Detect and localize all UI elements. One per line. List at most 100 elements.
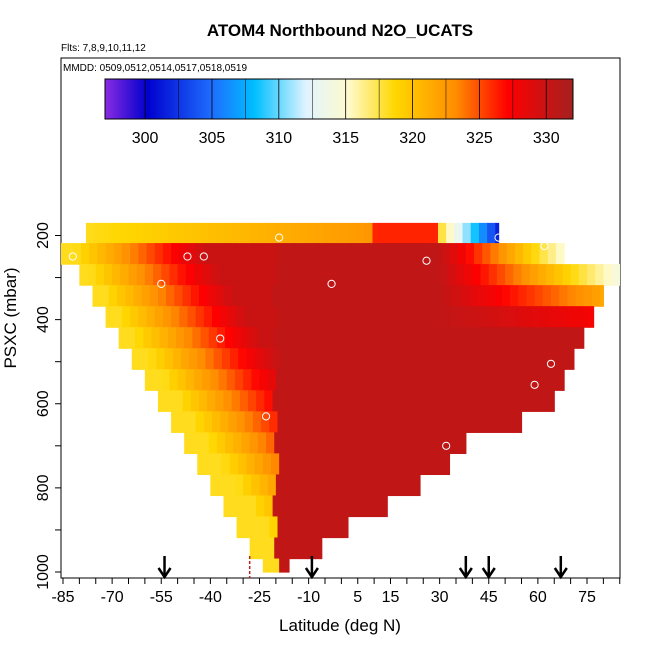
heatmap-cell xyxy=(328,348,338,370)
heatmap-cell xyxy=(518,285,528,307)
heatmap-cell xyxy=(334,306,344,328)
heatmap-cell xyxy=(393,348,403,370)
heatmap-cell xyxy=(365,369,375,391)
heatmap-cell xyxy=(241,327,251,349)
heatmap-cell xyxy=(277,243,287,265)
heatmap-cell xyxy=(185,264,195,286)
heatmap-cell xyxy=(202,264,211,286)
heatmap-cell xyxy=(343,243,352,265)
heatmap-cell xyxy=(225,432,234,454)
heatmap-cell xyxy=(442,348,452,370)
heatmap-cell xyxy=(387,285,397,307)
heatmap-cell xyxy=(419,390,429,412)
heatmap-cell xyxy=(234,474,244,497)
heatmap-cell xyxy=(385,453,395,476)
heatmap-cell xyxy=(333,369,342,391)
heatmap-cell xyxy=(325,474,334,497)
heatmap-cell xyxy=(405,432,415,454)
heatmap-cell xyxy=(583,285,593,307)
heatmap-cell xyxy=(277,516,287,539)
heatmap-cell xyxy=(405,327,415,349)
heatmap-cell xyxy=(110,222,120,244)
heatmap-cell xyxy=(356,432,365,454)
heatmap-cell xyxy=(282,222,292,244)
heatmap-cell xyxy=(426,453,436,476)
heatmap-cell xyxy=(506,411,516,433)
colorbar-tick-label: 330 xyxy=(533,130,560,147)
heatmap-cell xyxy=(157,390,167,412)
y-tick-label: 1000 xyxy=(35,554,52,590)
heatmap-cell xyxy=(339,432,349,454)
heatmap-cell xyxy=(175,327,185,349)
heatmap-cell xyxy=(537,264,547,286)
heatmap-cell xyxy=(225,222,234,244)
heatmap-cell xyxy=(347,432,357,454)
heatmap-cell xyxy=(349,264,359,286)
y-tick-label: 800 xyxy=(35,474,52,501)
heatmap-cell xyxy=(269,516,279,539)
heatmap-cell xyxy=(528,327,537,349)
heatmap-cell xyxy=(149,285,159,307)
heatmap-cell xyxy=(100,285,110,307)
heatmap-cell xyxy=(547,306,557,328)
heatmap-cell xyxy=(290,222,300,244)
heatmap-cell xyxy=(298,327,308,349)
heatmap-cell xyxy=(325,369,334,391)
heatmap-cell xyxy=(446,222,455,244)
heatmap-cell xyxy=(302,243,311,265)
heatmap-cell xyxy=(521,369,531,391)
heatmap-cell xyxy=(452,390,462,412)
heatmap-cell xyxy=(187,306,197,328)
heatmap-cell xyxy=(195,306,205,328)
heatmap-cell xyxy=(401,348,411,370)
heatmap-cell xyxy=(329,390,339,412)
heatmap-cell xyxy=(370,495,380,518)
heatmap-cell xyxy=(428,285,437,307)
heatmap-cell xyxy=(306,537,316,560)
heatmap-cell xyxy=(208,432,218,454)
heatmap-cell xyxy=(433,306,442,328)
heatmap-cell xyxy=(405,222,415,244)
heatmap-cell xyxy=(302,516,311,539)
heatmap-cell xyxy=(254,453,264,476)
heatmap-cell xyxy=(554,264,564,286)
heatmap-cell xyxy=(370,285,380,307)
heatmap-cell xyxy=(457,306,467,328)
heatmap-cell xyxy=(248,390,257,412)
heatmap-cell xyxy=(495,222,500,244)
heatmap-cell xyxy=(282,537,292,560)
heatmap-cell xyxy=(105,306,115,328)
heatmap-cell xyxy=(279,558,288,573)
heatmap-cell xyxy=(413,222,423,244)
sample-marker xyxy=(68,252,77,261)
heatmap-cell xyxy=(510,390,519,412)
heatmap-cell xyxy=(226,264,236,286)
x-tick-label: 30 xyxy=(431,589,449,606)
heatmap-cell xyxy=(285,516,295,539)
heatmap-cell xyxy=(259,474,269,497)
heatmap-cell xyxy=(264,285,274,307)
heatmap-cell xyxy=(252,243,262,265)
heatmap-cell xyxy=(529,369,539,391)
heatmap-cell xyxy=(460,285,470,307)
heatmap-cell xyxy=(243,369,252,391)
heatmap-cell xyxy=(410,453,419,476)
heatmap-cell xyxy=(400,306,410,328)
heatmap-cell xyxy=(133,285,143,307)
heatmap-cell xyxy=(95,264,105,286)
heatmap-cell xyxy=(231,285,241,307)
heatmap-cell xyxy=(249,432,259,454)
x-axis-label: Latitude (deg N) xyxy=(279,616,401,635)
heatmap-cell xyxy=(421,432,431,454)
sample-marker xyxy=(327,279,336,288)
heatmap-cell xyxy=(275,264,285,286)
heatmap-cell xyxy=(493,285,503,307)
heatmap-cell xyxy=(326,243,336,265)
heatmap-cell xyxy=(153,264,162,286)
heatmap-cell xyxy=(447,264,457,286)
heatmap-cell xyxy=(244,411,254,433)
heatmap-cell xyxy=(333,264,342,286)
heatmap-cell xyxy=(423,264,433,286)
heatmap-cell xyxy=(216,432,226,454)
heatmap-cell xyxy=(280,495,290,518)
